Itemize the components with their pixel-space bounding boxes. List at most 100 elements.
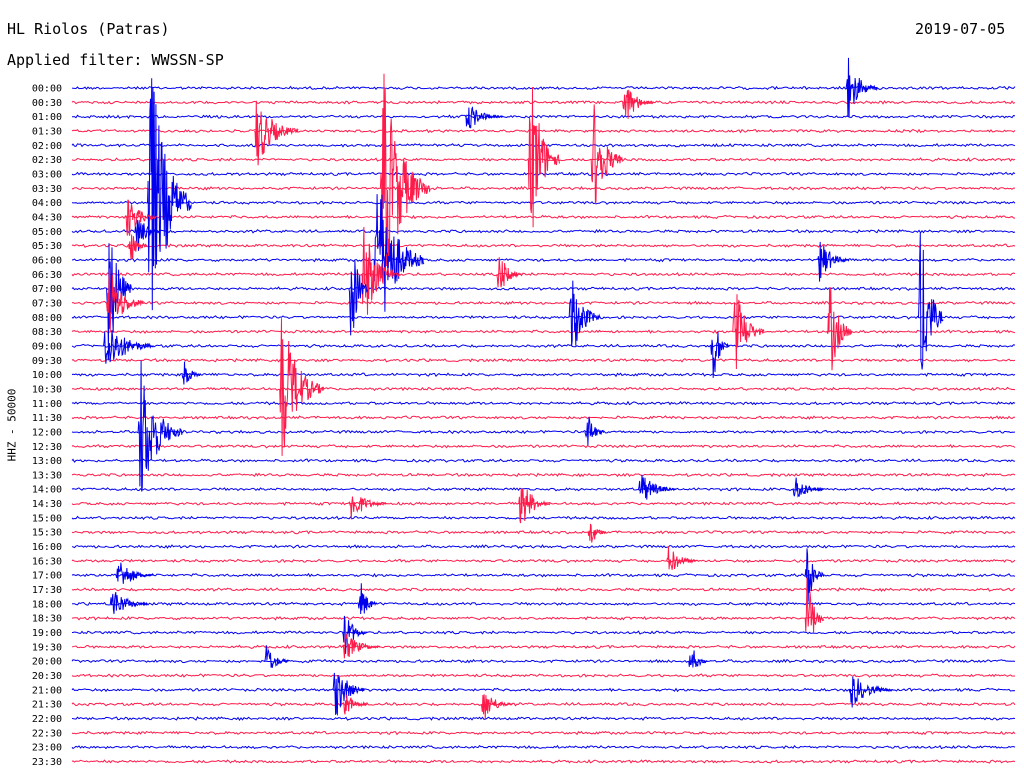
tick-label: 18:00 bbox=[32, 599, 62, 610]
event-waveform bbox=[732, 294, 765, 370]
event-waveform bbox=[342, 631, 381, 659]
event-waveform bbox=[348, 496, 387, 520]
event-waveform bbox=[710, 331, 730, 378]
tick-labels: 00:00 00:30 01:00 01:30 02:00 02:30 03:00 03:30… bbox=[32, 84, 62, 769]
trace-row bbox=[71, 372, 1016, 378]
trace-row bbox=[71, 572, 1016, 578]
event-waveform bbox=[128, 234, 148, 260]
tick-label: 06:00 bbox=[32, 255, 62, 266]
tick-label: 22:00 bbox=[32, 714, 62, 725]
event-waveform bbox=[106, 268, 144, 332]
trace-row bbox=[71, 515, 1016, 521]
trace-row bbox=[71, 185, 1015, 191]
trace-rows bbox=[71, 85, 1016, 764]
tick-label: 13:00 bbox=[32, 456, 62, 467]
station-title: HL Riolos (Patras) bbox=[7, 20, 170, 38]
trace-row bbox=[71, 487, 1016, 492]
event-waveform bbox=[254, 100, 299, 166]
trace-row bbox=[71, 616, 1016, 621]
event-waveform bbox=[518, 488, 551, 524]
trace-row bbox=[71, 171, 1016, 177]
tick-label: 16:00 bbox=[32, 542, 62, 553]
event-waveform bbox=[527, 87, 560, 228]
event-waveform bbox=[134, 219, 160, 251]
event-waveform bbox=[137, 360, 183, 492]
event-waveform bbox=[848, 676, 894, 708]
tick-label: 17:30 bbox=[32, 585, 62, 596]
trace-row bbox=[71, 271, 1016, 277]
event-waveform bbox=[804, 548, 825, 602]
event-waveform bbox=[464, 106, 503, 129]
tick-label: 02:00 bbox=[32, 141, 62, 152]
trace-row bbox=[71, 658, 1016, 664]
tick-label: 00:00 bbox=[32, 84, 62, 95]
event-waveform bbox=[590, 104, 623, 205]
trace-row bbox=[71, 472, 1016, 478]
tick-label: 09:30 bbox=[32, 356, 62, 367]
tick-label: 20:30 bbox=[32, 671, 62, 682]
event-waveform bbox=[666, 546, 699, 570]
trace-row bbox=[71, 315, 1016, 320]
tick-label: 13:30 bbox=[32, 470, 62, 481]
tick-label: 01:00 bbox=[32, 112, 62, 123]
tick-label: 21:30 bbox=[32, 700, 62, 711]
filter-label: Applied filter: WWSSN-SP bbox=[7, 51, 224, 69]
event-waveform bbox=[263, 645, 289, 668]
trace-row bbox=[71, 458, 1016, 463]
tick-label: 14:30 bbox=[32, 499, 62, 510]
trace-row bbox=[71, 400, 1016, 406]
event-waveform bbox=[357, 583, 378, 615]
tick-label: 00:30 bbox=[32, 98, 62, 109]
trace-row bbox=[71, 544, 1016, 549]
event-waveform bbox=[115, 562, 154, 584]
tick-label: 12:00 bbox=[32, 427, 62, 438]
event-waveform bbox=[688, 650, 708, 668]
trace-row bbox=[71, 601, 1016, 607]
tick-label: 11:00 bbox=[32, 399, 62, 410]
trace-row bbox=[71, 243, 1016, 248]
trace-row bbox=[71, 100, 1016, 105]
trace-row bbox=[71, 701, 1016, 707]
tick-label: 02:30 bbox=[32, 155, 62, 166]
tick-label: 08:30 bbox=[32, 327, 62, 338]
event-waveform bbox=[342, 694, 368, 715]
tick-label: 15:30 bbox=[32, 528, 62, 539]
event-waveform bbox=[584, 417, 604, 446]
tick-label: 07:30 bbox=[32, 298, 62, 309]
trace-row bbox=[71, 716, 1016, 722]
event-waveform bbox=[125, 199, 157, 236]
event-waveform bbox=[109, 591, 148, 614]
trace-row bbox=[72, 630, 1016, 635]
event-waveform bbox=[106, 243, 132, 355]
trace-row bbox=[71, 214, 1016, 220]
tick-label: 18:30 bbox=[32, 614, 62, 625]
tick-label: 23:30 bbox=[32, 757, 62, 768]
tick-label: 09:00 bbox=[32, 341, 62, 352]
tick-label: 23:00 bbox=[32, 743, 62, 754]
trace-row bbox=[71, 530, 1016, 535]
trace-row bbox=[71, 228, 1016, 234]
event-waveform bbox=[826, 287, 853, 371]
trace-row bbox=[71, 343, 1016, 349]
tick-label: 19:30 bbox=[32, 642, 62, 653]
event-waveform bbox=[379, 73, 431, 268]
event-waveform bbox=[568, 280, 601, 347]
tick-label: 07:00 bbox=[32, 284, 62, 295]
tick-label: 12:30 bbox=[32, 442, 62, 453]
trace-row bbox=[71, 744, 1016, 750]
event-waveform bbox=[918, 232, 944, 370]
event-waveform bbox=[181, 361, 201, 385]
tick-label: 10:30 bbox=[32, 384, 62, 395]
tick-label: 11:30 bbox=[32, 413, 62, 424]
seismic-events bbox=[103, 57, 944, 720]
trace-row bbox=[71, 257, 1016, 263]
trace-row bbox=[71, 730, 1016, 736]
event-waveform bbox=[637, 474, 676, 500]
trace-row bbox=[71, 673, 1015, 678]
trace-row bbox=[71, 357, 1016, 363]
trace-row bbox=[71, 128, 1016, 134]
tick-label: 16:30 bbox=[32, 556, 62, 567]
tick-label: 06:30 bbox=[32, 270, 62, 281]
trace-row bbox=[71, 429, 1016, 435]
